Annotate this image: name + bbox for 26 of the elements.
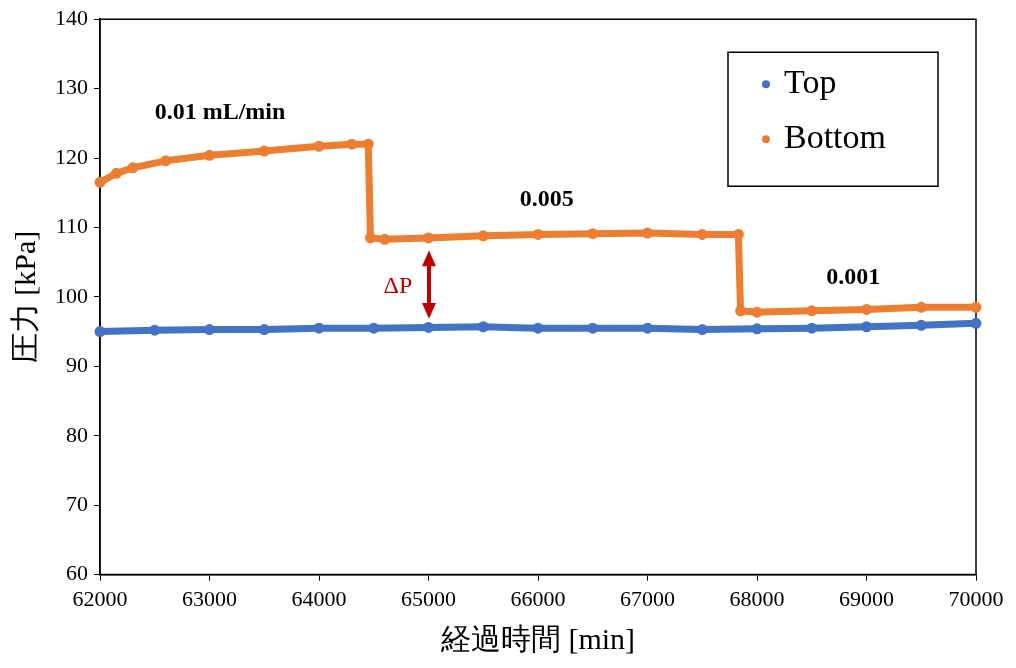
- y-tick-label: 60: [66, 560, 88, 586]
- annotation: ΔP: [383, 272, 413, 299]
- legend-label: Bottom: [784, 118, 887, 156]
- y-tick-label: 140: [55, 4, 88, 30]
- x-tick-label: 63000: [182, 585, 237, 611]
- y-axis-title: 圧力 [kPa]: [7, 230, 41, 364]
- annotation: 0.005: [519, 184, 574, 211]
- y-tick-label: 120: [55, 143, 88, 169]
- x-tick-label: 67000: [620, 585, 675, 611]
- x-tick-label: 62000: [72, 585, 128, 611]
- x-tick-label: 70000: [948, 585, 1004, 611]
- annotation: 0.01 mL/min: [154, 97, 286, 124]
- x-axis-title: 経過時間 [min]: [439, 621, 636, 655]
- x-tick-label: 66000: [510, 585, 566, 611]
- y-tick-label: 90: [66, 352, 88, 378]
- y-tick-label: 100: [55, 282, 88, 308]
- y-tick-label: 70: [66, 490, 88, 516]
- legend-label: Top: [784, 63, 837, 101]
- y-tick-label: 110: [55, 213, 88, 239]
- y-tick-label: 130: [55, 74, 88, 100]
- x-tick-label: 65000: [401, 585, 456, 611]
- y-tick-label: 80: [66, 421, 88, 447]
- annotation: 0.001: [826, 262, 881, 289]
- x-tick-label: 69000: [839, 585, 894, 611]
- x-tick-label: 64000: [291, 585, 347, 611]
- x-tick-label: 68000: [729, 585, 785, 611]
